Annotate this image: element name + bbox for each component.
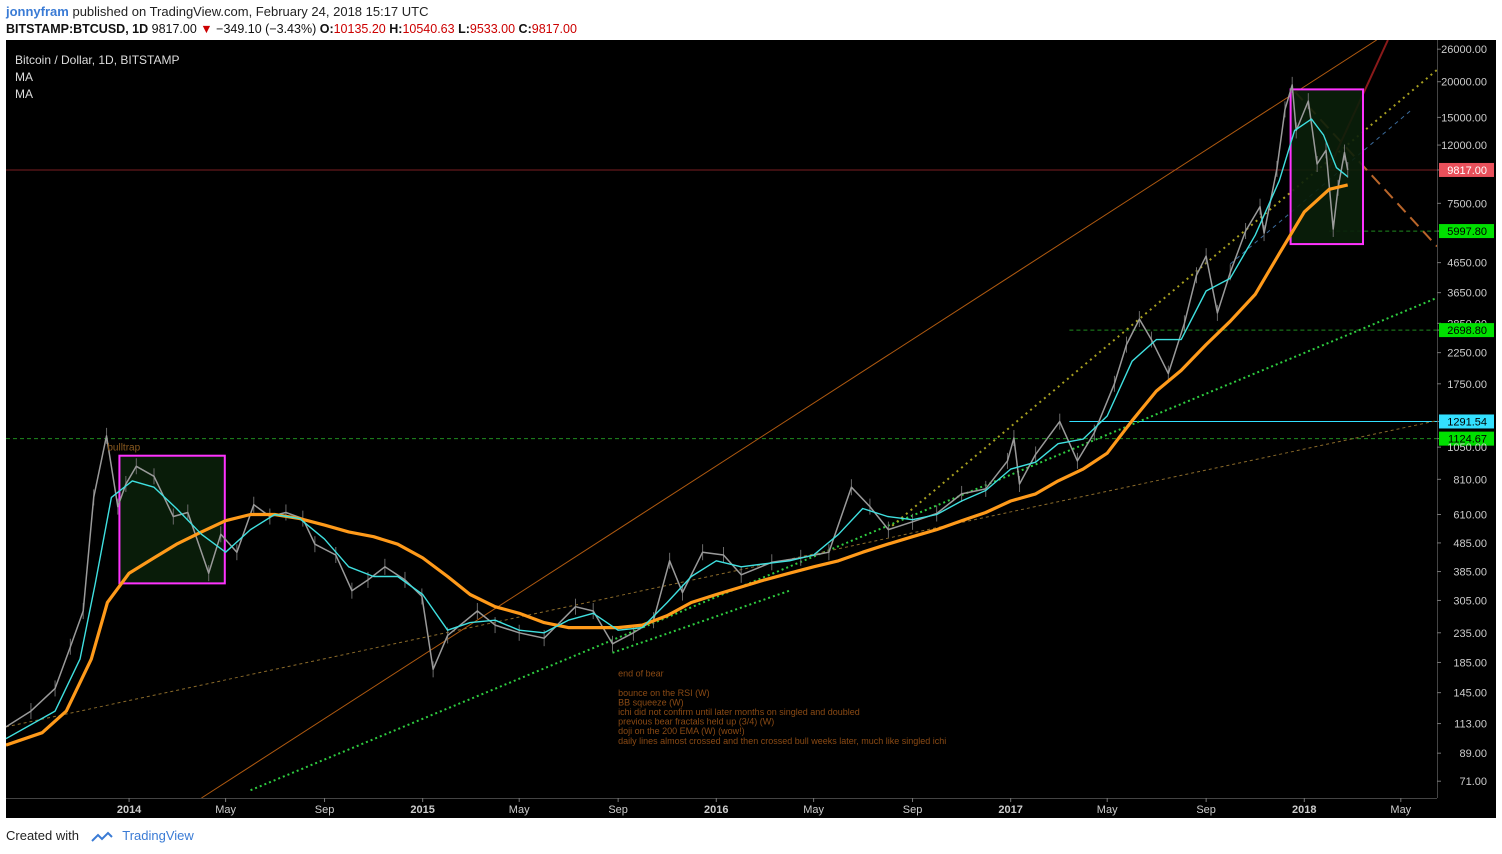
price-level-badge	[1439, 323, 1494, 338]
price-tick-label: 3650.00	[1447, 288, 1487, 300]
trendline	[1293, 90, 1438, 248]
price-tick-label: 9817.00	[1447, 165, 1487, 177]
price-tick-label: 89.00	[1459, 748, 1487, 760]
close-value: 9817.00	[531, 22, 577, 36]
annotation-note: bounce on the RSI (W)	[618, 688, 710, 698]
price-tick-label: 1124.67	[1448, 434, 1487, 446]
price-level-badge	[1439, 162, 1494, 177]
time-tick-label: May	[1390, 804, 1411, 816]
price-tick-label: 20000.00	[1441, 77, 1487, 89]
price-tick-label: 185.00	[1453, 657, 1487, 669]
price-tick-label: 4650.00	[1447, 258, 1487, 270]
price-tick-label: 15000.00	[1441, 112, 1487, 124]
trendline	[250, 296, 1438, 792]
price-tick-label: 2250.00	[1447, 348, 1487, 360]
price-tick-label: 305.00	[1453, 595, 1487, 607]
price-change: −349.10 (−3.43%)	[216, 22, 317, 36]
trendline	[201, 40, 1377, 799]
legend-title: Bitcoin / Dollar, 1D, BITSTAMP	[15, 53, 180, 67]
price-tick-label: 610.00	[1453, 509, 1487, 521]
price-tick-label: 1291.54	[1447, 416, 1487, 428]
price-tick-label: 71.00	[1459, 776, 1487, 788]
created-with-text: Created with	[6, 828, 79, 843]
low-value: 9533.00	[469, 22, 516, 36]
down-arrow-icon: ▼	[200, 22, 213, 36]
annotation-note: ichi did not confirm until later months …	[618, 707, 860, 717]
trendline	[612, 589, 790, 654]
price-level-badge	[1439, 431, 1494, 446]
price-tick-label: 145.00	[1453, 688, 1487, 700]
time-tick-label: May	[1097, 804, 1118, 816]
annotation-note: daily lines almost crossed and then cros…	[618, 736, 946, 746]
price-tick-label: 7500.00	[1447, 198, 1487, 210]
time-tick-label: 2016	[704, 804, 728, 816]
annotation-note: previous bear fractals held up (3/4) (W)	[618, 717, 774, 727]
annotation-note: BB squeeze (W)	[618, 697, 684, 707]
symbol-label: BITSTAMP:BTCUSD, 1D	[6, 22, 149, 36]
legend-ma-1: MA	[15, 70, 33, 84]
price-tick-label: 810.00	[1453, 474, 1487, 486]
price-tick-label: 235.00	[1453, 628, 1487, 640]
author-link[interactable]: jonnyfram	[6, 4, 69, 19]
close-label: C:	[518, 22, 532, 36]
time-axis[interactable]: 2014 May Sep 2015 May Sep 2016 May Sep 2017 May Sep…	[117, 798, 1412, 816]
time-tick-label: Sep	[608, 804, 628, 816]
time-tick-label: May	[215, 804, 236, 816]
open-value: 10135.20	[333, 22, 386, 36]
ma-slow-line	[6, 183, 1349, 747]
price-tick-label: 5997.80	[1447, 226, 1487, 238]
highlight-box	[118, 454, 226, 585]
price-tick-label: 26000.00	[1441, 44, 1487, 56]
time-tick-label: Sep	[903, 804, 923, 816]
time-tick-label: 2015	[410, 804, 434, 816]
tradingview-link[interactable]: TradingView	[122, 828, 194, 843]
time-tick-label: 2014	[117, 804, 142, 816]
chart-background	[6, 40, 1496, 818]
bulltrap-label: bulltrap	[107, 443, 140, 454]
time-tick-label: May	[803, 804, 824, 816]
price-tick-label: 113.00	[1454, 719, 1487, 731]
tradingview-logo-icon	[90, 831, 113, 842]
high-label: H:	[389, 22, 403, 36]
price-level-badge	[1439, 414, 1494, 429]
time-tick-label: 2017	[998, 804, 1022, 816]
publish-info: jonnyfram published on TradingView.com, …	[6, 4, 429, 19]
low-label: L:	[458, 22, 470, 36]
time-tick-label: Sep	[1196, 804, 1216, 816]
footer: Created with TradingView	[6, 828, 194, 843]
price-tick-label: 485.00	[1453, 538, 1487, 550]
ohlc-bar: BITSTAMP:BTCUSD, 1D 9817.00 ▼ −349.10 (−…	[6, 22, 577, 36]
time-tick-label: Sep	[315, 804, 335, 816]
price-tick-label: 385.00	[1453, 567, 1487, 579]
open-label: O:	[319, 22, 334, 36]
trendline	[6, 420, 1438, 728]
price-tick-label: 12000.00	[1441, 140, 1487, 152]
price-axis[interactable]: 26000.00 20000.00 15000.00 12000.00 9817.00 7…	[1437, 44, 1494, 788]
high-value: 10540.63	[402, 22, 455, 36]
ma-fast-line	[6, 118, 1349, 740]
annotation-note: doji on the 200 EMA (W) (wow!)	[618, 726, 745, 736]
last-price: 9817.00	[151, 22, 197, 36]
price-tick-label: 1750.00	[1447, 379, 1487, 391]
time-tick-label: 2018	[1292, 804, 1316, 816]
legend-ma-2: MA	[15, 87, 33, 101]
published-text: published on TradingView.com, February 2…	[72, 4, 429, 19]
price-chart[interactable]: bulltrap end of bear bounce on the RSI (W)…	[6, 40, 1496, 818]
price-level-badge	[1439, 224, 1494, 239]
price-tick-label: 2698.80	[1447, 325, 1487, 337]
annotation-note: end of bear	[618, 669, 664, 679]
time-tick-label: May	[509, 804, 530, 816]
price-tick-label: 1050.00	[1447, 442, 1487, 454]
